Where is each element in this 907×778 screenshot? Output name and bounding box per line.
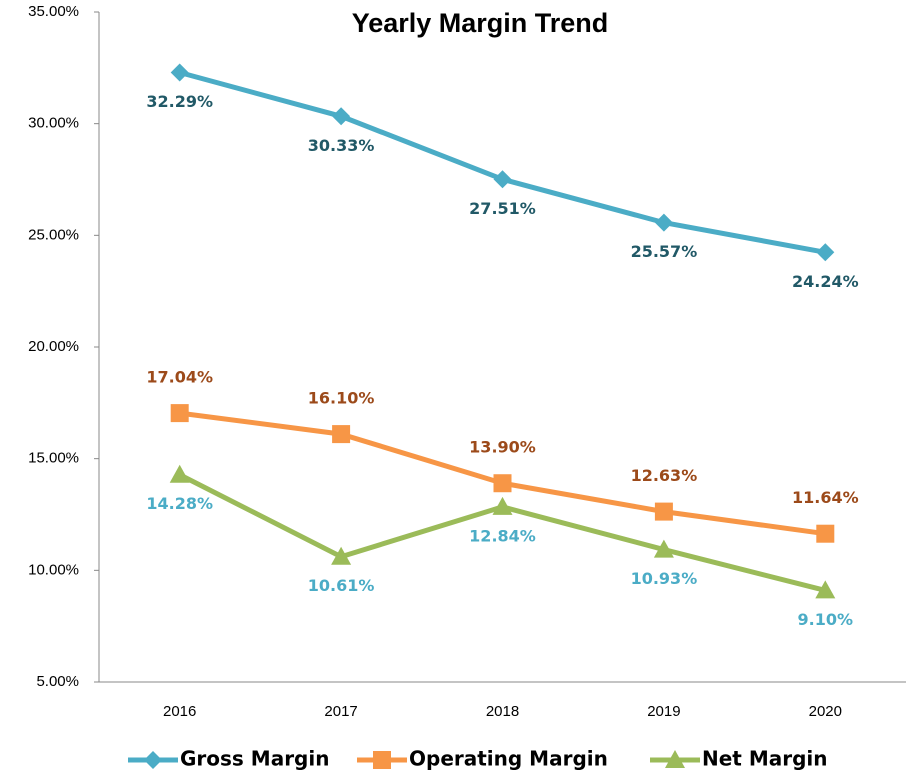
data-label: 12.84%	[469, 526, 536, 545]
marker	[816, 243, 835, 262]
x-tick-label: 2019	[647, 703, 680, 720]
x-tick-label: 2020	[809, 703, 842, 720]
marker	[170, 404, 189, 423]
marker	[332, 425, 351, 444]
marker	[653, 539, 674, 558]
y-tick-label: 5.00%	[36, 673, 79, 690]
y-tick-label: 35.00%	[28, 3, 79, 20]
data-label: 9.10%	[798, 610, 854, 629]
marker	[332, 107, 351, 126]
marker	[654, 213, 673, 232]
marker	[654, 502, 673, 521]
marker	[815, 580, 836, 599]
data-label: 27.51%	[469, 199, 536, 218]
marker	[493, 474, 512, 493]
x-tick-label: 2017	[324, 703, 357, 720]
x-tick-label: 2016	[163, 703, 196, 720]
data-label: 25.57%	[631, 242, 698, 261]
data-label: 14.28%	[146, 494, 213, 513]
data-label: 10.61%	[308, 576, 375, 595]
y-tick-label: 25.00%	[28, 226, 79, 243]
data-label: 30.33%	[308, 136, 375, 155]
marker	[169, 464, 190, 483]
data-label: 11.64%	[792, 488, 859, 507]
legend-label: Net Margin	[702, 747, 828, 771]
y-tick-label: 15.00%	[28, 450, 79, 467]
marker	[144, 751, 162, 769]
data-label: 10.93%	[631, 569, 698, 588]
data-label: 16.10%	[308, 389, 375, 408]
series-line	[179, 410, 826, 537]
x-tick-label: 2018	[486, 703, 519, 720]
series-line	[179, 70, 826, 255]
data-label: 13.90%	[469, 438, 536, 457]
marker	[331, 546, 352, 565]
y-tick-label: 20.00%	[28, 338, 79, 355]
marker	[493, 170, 512, 189]
data-label: 32.29%	[146, 92, 213, 111]
legend-label: Operating Margin	[409, 747, 608, 771]
marker	[816, 524, 835, 543]
y-tick-label: 10.00%	[28, 561, 79, 578]
marker	[170, 63, 189, 82]
chart-title: Yearly Margin Trend	[352, 8, 609, 38]
data-label: 24.24%	[792, 272, 859, 291]
data-label: 12.63%	[631, 466, 698, 485]
marker	[373, 751, 391, 769]
data-label: 17.04%	[146, 368, 213, 387]
legend-label: Gross Margin	[180, 747, 329, 771]
marker	[492, 496, 513, 515]
marker	[665, 750, 685, 768]
y-tick-label: 30.00%	[28, 115, 79, 132]
